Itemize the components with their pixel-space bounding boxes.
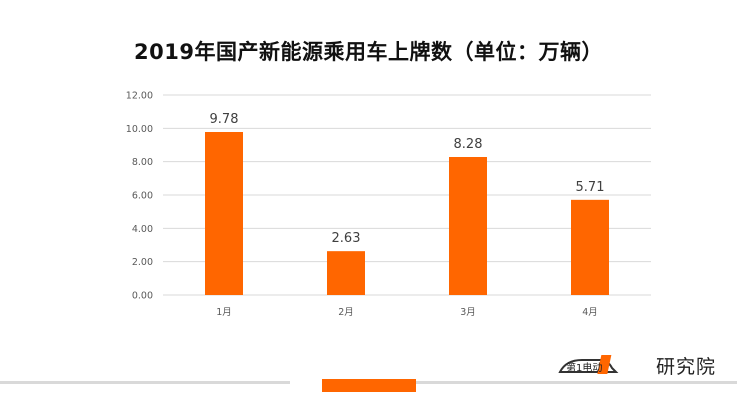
y-axis-ticks: 0.00 2.00 4.00 6.00 8.00 10.00 12.00 bbox=[126, 91, 153, 302]
bar-2 bbox=[327, 251, 365, 295]
logo-text: 研究院 bbox=[656, 355, 717, 378]
bar-1 bbox=[205, 132, 243, 295]
data-label-4: 5.71 bbox=[576, 180, 605, 195]
x-category-label: 2月 bbox=[338, 307, 354, 318]
brand-logo: 第1电动 研究院 bbox=[556, 352, 716, 378]
x-axis-categories: 1月 2月 3月 4月 bbox=[216, 307, 598, 318]
footer-accent-bar bbox=[322, 379, 416, 392]
footer-divider-right bbox=[416, 381, 737, 384]
x-category-label: 1月 bbox=[216, 307, 232, 318]
data-label-1: 9.78 bbox=[210, 112, 239, 127]
logo-mark-text: 第1电动 bbox=[566, 361, 602, 374]
x-category-label: 4月 bbox=[582, 307, 598, 318]
data-label-3: 8.28 bbox=[454, 137, 483, 152]
y-tick-label: 0.00 bbox=[132, 291, 153, 302]
y-tick-label: 10.00 bbox=[126, 124, 153, 135]
y-tick-label: 12.00 bbox=[126, 91, 153, 102]
y-tick-label: 2.00 bbox=[132, 257, 153, 268]
x-category-label: 3月 bbox=[460, 307, 476, 318]
y-tick-label: 6.00 bbox=[132, 191, 153, 202]
car-logo-icon: 第1电动 bbox=[558, 355, 619, 374]
y-tick-label: 4.00 bbox=[132, 224, 153, 235]
chart-title: 2019年国产新能源乘用车上牌数（单位：万辆） bbox=[134, 40, 603, 64]
bar-4 bbox=[571, 199, 609, 295]
data-label-2: 2.63 bbox=[332, 231, 361, 246]
y-tick-label: 8.00 bbox=[132, 157, 153, 168]
footer-divider-left bbox=[0, 381, 290, 384]
bar-3 bbox=[449, 157, 487, 295]
grid-layer bbox=[163, 94, 651, 296]
bars bbox=[205, 132, 609, 295]
data-labels: 9.78 2.63 8.28 5.71 bbox=[210, 112, 605, 246]
